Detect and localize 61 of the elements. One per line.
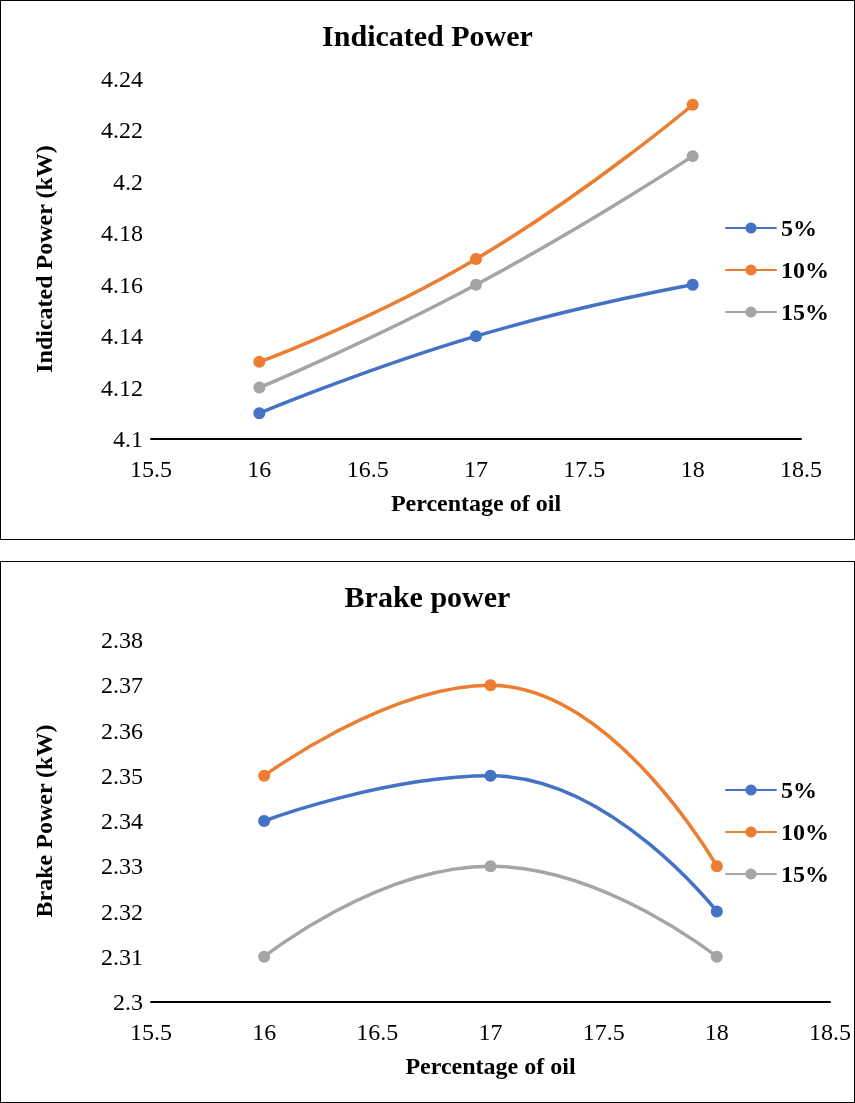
chart-title: Indicated Power [322,18,533,52]
legend-label: 10% [781,257,829,283]
x-tick-label: 16 [252,1019,277,1045]
point [470,278,482,291]
y-axis-title: Indicated Power (kW) [31,145,57,373]
point [253,407,266,420]
y-tick-label: 2.33 [101,853,143,880]
y-tick-label: 4.12 [101,374,143,401]
x-tick-label: 18 [704,1019,729,1045]
legend-label: 5% [781,777,817,803]
x-tick-label: 16.5 [356,1019,399,1045]
y-tick-label: 2.38 [101,627,143,653]
x-axis-title: Percentage of oil [390,490,562,516]
x-axis-title: Percentage of oil [405,1053,576,1079]
y-tick-label: 4.24 [101,66,143,92]
point [686,98,699,111]
point [253,355,266,368]
x-tick-label: 15.5 [130,456,172,482]
x-tick-label: 18 [680,456,705,482]
point [710,860,723,873]
legend-label: 10% [781,819,829,845]
x-tick-label: 17 [478,1019,503,1045]
x-tick-label: 17 [464,456,488,482]
legend-label: 15% [781,299,829,325]
legend-label: 15% [781,861,829,887]
x-tick-label: 18.5 [809,1019,851,1045]
point [686,278,699,291]
y-tick-label: 2.31 [101,943,143,970]
y-tick-label: 2.37 [101,672,143,699]
y-tick-label: 2.3 [113,989,143,1015]
y-tick-label: 4.2 [113,168,143,195]
point [710,905,723,918]
y-tick-label: 2.35 [101,762,143,789]
x-tick-label: 18.5 [780,456,822,482]
point [470,330,482,343]
point [253,381,266,394]
point [258,815,271,827]
point [686,150,699,163]
point [484,860,497,873]
point [484,769,497,782]
y-tick-label: 2.32 [101,898,143,925]
point [258,950,271,963]
y-axis-title: Brake Power (kW) [31,724,57,918]
point [710,950,723,963]
y-tick-label: 2.34 [101,808,143,834]
x-tick-label: 16 [247,456,272,482]
x-tick-label: 15.5 [130,1019,172,1045]
point [258,769,271,782]
y-tick-label: 4.16 [101,271,143,298]
point [470,253,482,265]
y-tick-label: 4.1 [113,426,143,452]
y-tick-label: 4.18 [101,220,143,247]
y-tick-label: 4.22 [101,117,143,144]
chart-title: Brake power [344,579,511,613]
point [484,679,497,692]
y-tick-label: 4.14 [101,323,143,350]
legend-label: 5% [781,215,817,241]
x-tick-label: 17.5 [563,456,606,482]
x-tick-label: 17.5 [582,1019,625,1045]
x-tick-label: 16.5 [346,456,389,482]
y-tick-label: 2.36 [101,717,143,744]
